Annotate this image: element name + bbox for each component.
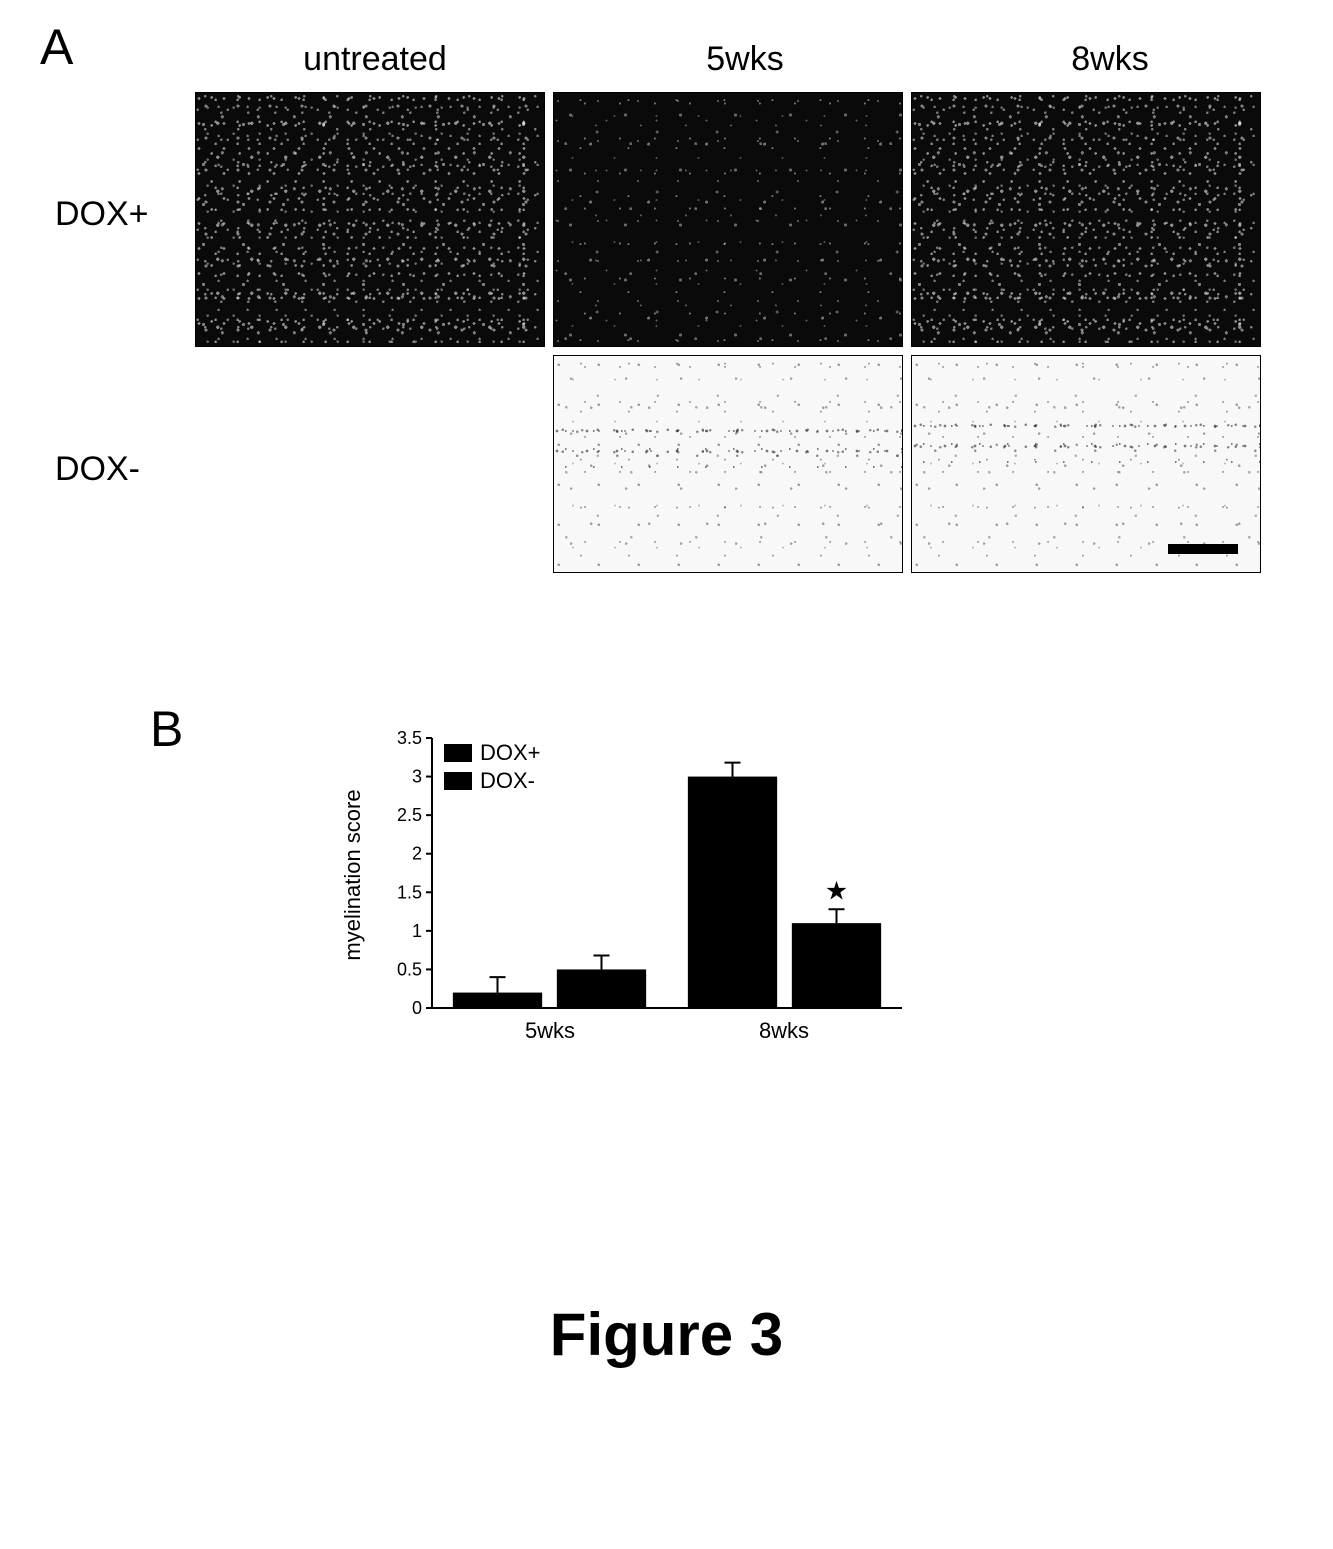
catlabel-0: 5wks xyxy=(525,1018,575,1043)
col-header-5wks: 5wks xyxy=(590,40,900,79)
legend-swatch-doxminus xyxy=(444,772,472,790)
legend-swatch-doxplus xyxy=(444,744,472,762)
panel-a-label: A xyxy=(40,18,73,76)
svg-text:3: 3 xyxy=(412,767,422,787)
micro-doxplus-8wks xyxy=(911,92,1261,347)
bar-5wks-DOX+ xyxy=(453,993,542,1008)
bars-group: ★ xyxy=(453,763,881,1008)
row-label-doxplus: DOX+ xyxy=(55,195,149,234)
svg-text:0.5: 0.5 xyxy=(397,959,422,979)
scale-bar xyxy=(1168,544,1238,554)
svg-text:2: 2 xyxy=(412,844,422,864)
row-label-doxminus: DOX- xyxy=(55,450,140,489)
figure-caption: Figure 3 xyxy=(0,1300,1333,1369)
svg-text:1: 1 xyxy=(412,921,422,941)
y-ticks: 0 0.5 1 1.5 2 2.5 3 3.5 xyxy=(397,728,432,1018)
micro-doxminus-8wks xyxy=(911,355,1261,573)
micro-doxminus-5wks xyxy=(553,355,903,573)
figure-3: A untreated 5wks 8wks DOX+ DOX- B xyxy=(0,0,1333,1549)
legend-label-doxminus: DOX- xyxy=(480,768,535,793)
svg-text:1.5: 1.5 xyxy=(397,882,422,902)
micro-doxplus-5wks xyxy=(553,92,903,347)
bar-8wks-DOX- xyxy=(792,923,881,1008)
micro-doxplus-untreated xyxy=(195,92,545,347)
significance-star: ★ xyxy=(825,875,848,905)
svg-text:2.5: 2.5 xyxy=(397,805,422,825)
legend-label-doxplus: DOX+ xyxy=(480,740,541,765)
svg-text:0: 0 xyxy=(412,998,422,1018)
svg-text:3.5: 3.5 xyxy=(397,728,422,748)
bar-8wks-DOX+ xyxy=(688,777,777,1008)
myelination-bar-chart: 0 0.5 1 1.5 2 2.5 3 3.5 ★ 5wks 8wks DOX+ DOX- m… xyxy=(340,720,930,1060)
catlabel-1: 8wks xyxy=(759,1018,809,1043)
bar-5wks-DOX- xyxy=(557,969,646,1008)
col-header-8wks: 8wks xyxy=(955,40,1265,79)
col-header-untreated: untreated xyxy=(220,40,530,79)
legend: DOX+ DOX- xyxy=(444,740,541,793)
y-axis-label: myelination score xyxy=(340,789,365,960)
panel-b-label: B xyxy=(150,700,183,758)
